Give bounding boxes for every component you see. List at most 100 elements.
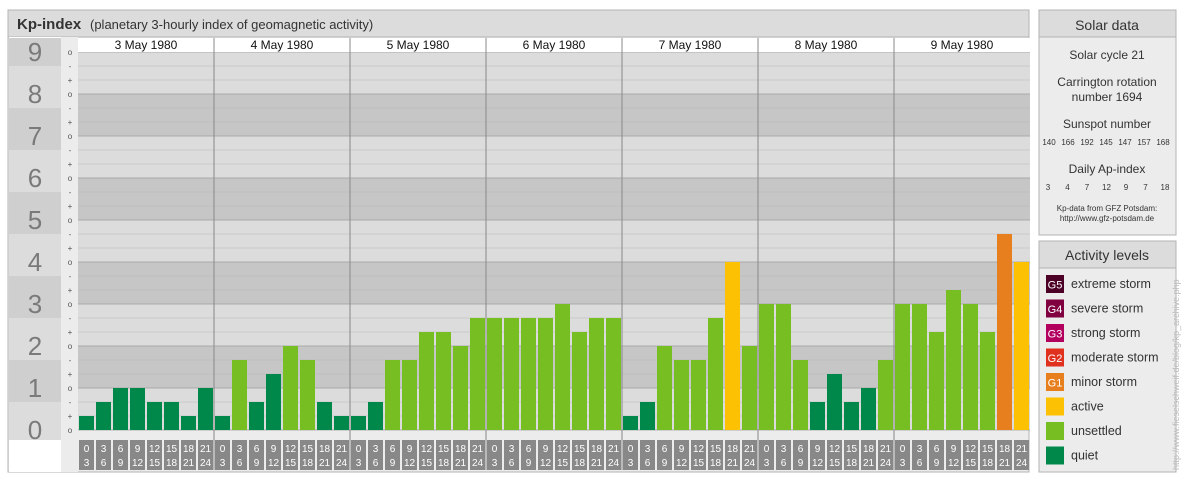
interval-cell bbox=[1014, 440, 1029, 470]
kp-bar bbox=[878, 359, 893, 430]
interval-start-label: 21 bbox=[472, 444, 484, 455]
kp-bar bbox=[555, 304, 570, 430]
plot-band bbox=[78, 94, 1030, 136]
kp-bar bbox=[725, 262, 740, 430]
plot-band bbox=[78, 304, 1030, 346]
legend-label: moderate storm bbox=[1071, 351, 1159, 365]
sub-tick-label: - bbox=[69, 146, 72, 155]
interval-start-label: 15 bbox=[438, 444, 450, 455]
interval-end-label: 24 bbox=[200, 458, 212, 469]
interval-start-label: 12 bbox=[149, 444, 161, 455]
kp-bar bbox=[980, 332, 995, 430]
interval-cell bbox=[368, 440, 383, 470]
activity-header bbox=[1038, 240, 1177, 269]
legend-swatch bbox=[1046, 422, 1064, 440]
sunspot-value: 147 bbox=[1118, 138, 1132, 147]
kp-bar bbox=[912, 304, 927, 430]
kp-bar bbox=[640, 401, 655, 430]
source-link[interactable]: http://www.gfz-potsdam.de bbox=[1060, 214, 1155, 223]
kp-bar bbox=[963, 304, 978, 430]
kp-bar bbox=[742, 346, 757, 430]
interval-end-label: 3 bbox=[220, 458, 226, 469]
interval-cell bbox=[419, 440, 434, 470]
y-tick-label: 6 bbox=[28, 163, 42, 193]
interval-cell bbox=[963, 440, 978, 470]
interval-cell bbox=[980, 440, 995, 470]
interval-start-label: 9 bbox=[271, 444, 277, 455]
source-line1: Kp-data from GFZ Potsdam: bbox=[1057, 204, 1157, 213]
sub-tick-label: + bbox=[68, 286, 73, 295]
interval-cell bbox=[487, 440, 502, 470]
interval-cell bbox=[402, 440, 417, 470]
interval-start-label: 21 bbox=[336, 444, 348, 455]
interval-cell bbox=[759, 440, 774, 470]
interval-start-label: 18 bbox=[591, 444, 603, 455]
interval-cell bbox=[453, 440, 468, 470]
solar-cycle: Solar cycle 21 bbox=[1069, 48, 1145, 62]
interval-cell bbox=[232, 440, 247, 470]
interval-start-label: 12 bbox=[693, 444, 705, 455]
legend-swatch bbox=[1046, 299, 1064, 318]
day-label: 7 May 1980 bbox=[659, 38, 722, 52]
interval-end-label: 9 bbox=[390, 458, 396, 469]
interval-start-label: 6 bbox=[798, 444, 804, 455]
sunspot-value: 166 bbox=[1061, 138, 1075, 147]
interval-cell bbox=[793, 440, 808, 470]
legend-swatch bbox=[1046, 446, 1064, 465]
interval-end-label: 12 bbox=[812, 458, 824, 469]
interval-end-label: 3 bbox=[628, 458, 634, 469]
interval-cell bbox=[810, 440, 825, 470]
interval-end-label: 18 bbox=[574, 458, 586, 469]
activity-legend: G5 extreme storm G4 severe storm G3 strong st… bbox=[1046, 275, 1159, 465]
interval-start-label: 12 bbox=[421, 444, 433, 455]
legend-swatch bbox=[1046, 397, 1064, 416]
interval-end-label: 15 bbox=[285, 458, 297, 469]
interval-cell bbox=[300, 440, 315, 470]
interval-start-label: 18 bbox=[727, 444, 739, 455]
ap-value: 18 bbox=[1161, 183, 1170, 192]
day-label-row bbox=[78, 38, 1030, 52]
kp-bar bbox=[487, 317, 502, 430]
interval-start-label: 0 bbox=[220, 444, 226, 455]
sub-tick-label: o bbox=[68, 174, 73, 183]
kp-bar bbox=[657, 346, 672, 430]
kp-bar bbox=[334, 416, 349, 430]
legend-label: active bbox=[1071, 400, 1104, 414]
legend-swatch bbox=[1046, 324, 1064, 342]
header-bar bbox=[7, 9, 1030, 38]
interval-end-label: 9 bbox=[254, 458, 260, 469]
sunspot-label: Sunspot number bbox=[1063, 117, 1151, 131]
interval-start-label: 6 bbox=[662, 444, 668, 455]
interval-end-label: 24 bbox=[472, 458, 484, 469]
interval-end-label: 3 bbox=[356, 458, 362, 469]
interval-cell bbox=[912, 440, 927, 470]
interval-start-label: 18 bbox=[183, 444, 195, 455]
interval-end-label: 21 bbox=[727, 458, 739, 469]
carrington-line2: number 1694 bbox=[1072, 90, 1143, 104]
kp-bar bbox=[861, 388, 876, 430]
interval-cell bbox=[861, 440, 876, 470]
interval-end-label: 24 bbox=[1016, 458, 1028, 469]
kp-bar bbox=[504, 317, 519, 430]
interval-cell bbox=[130, 440, 145, 470]
legend-label: extreme storm bbox=[1071, 277, 1151, 291]
interval-start-label: 0 bbox=[764, 444, 770, 455]
interval-cell bbox=[640, 440, 655, 470]
y-tick-label: 2 bbox=[28, 331, 42, 361]
interval-start-label: 0 bbox=[356, 444, 362, 455]
kp-bar bbox=[232, 359, 247, 430]
interval-start-label: 9 bbox=[543, 444, 549, 455]
interval-cell bbox=[776, 440, 791, 470]
sub-tick-label: + bbox=[68, 202, 73, 211]
interval-start-label: 18 bbox=[319, 444, 331, 455]
interval-cell bbox=[946, 440, 961, 470]
sub-tick-label: - bbox=[69, 104, 72, 113]
interval-start-label: 0 bbox=[492, 444, 498, 455]
day-label: 9 May 1980 bbox=[931, 38, 994, 52]
legend-code: G3 bbox=[1048, 329, 1063, 341]
kp-bar bbox=[674, 359, 689, 430]
interval-cell bbox=[708, 440, 723, 470]
interval-cell bbox=[436, 440, 451, 470]
sunspot-value: 192 bbox=[1080, 138, 1094, 147]
kp-bar bbox=[589, 317, 604, 430]
